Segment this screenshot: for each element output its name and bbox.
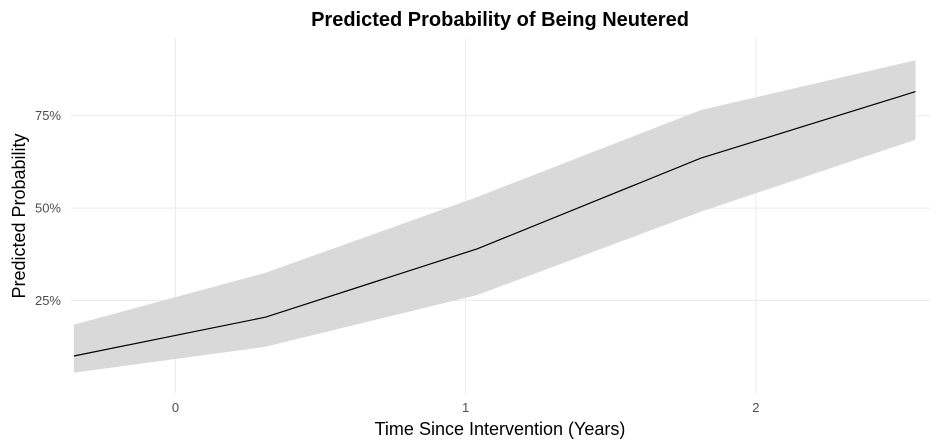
x-axis-title: Time Since Intervention (Years): [375, 419, 626, 439]
series-line: [73, 91, 916, 357]
chart-title: Predicted Probability of Being Neutered: [311, 9, 689, 31]
series-line-layer: [73, 91, 916, 357]
x-axis-ticks: 0 1 2: [172, 400, 760, 415]
confidence-ribbon-layer: [73, 60, 916, 373]
y-axis-title: Predicted Probability: [9, 133, 29, 298]
y-tick-label: 25%: [35, 293, 61, 308]
x-tick-label: 0: [172, 400, 179, 415]
x-tick-label: 1: [462, 400, 469, 415]
y-axis-ticks: 25% 50% 75%: [35, 108, 61, 308]
y-tick-label: 50%: [35, 201, 61, 216]
confidence-ribbon: [73, 60, 916, 373]
y-tick-label: 75%: [35, 108, 61, 123]
x-tick-label: 2: [752, 400, 759, 415]
